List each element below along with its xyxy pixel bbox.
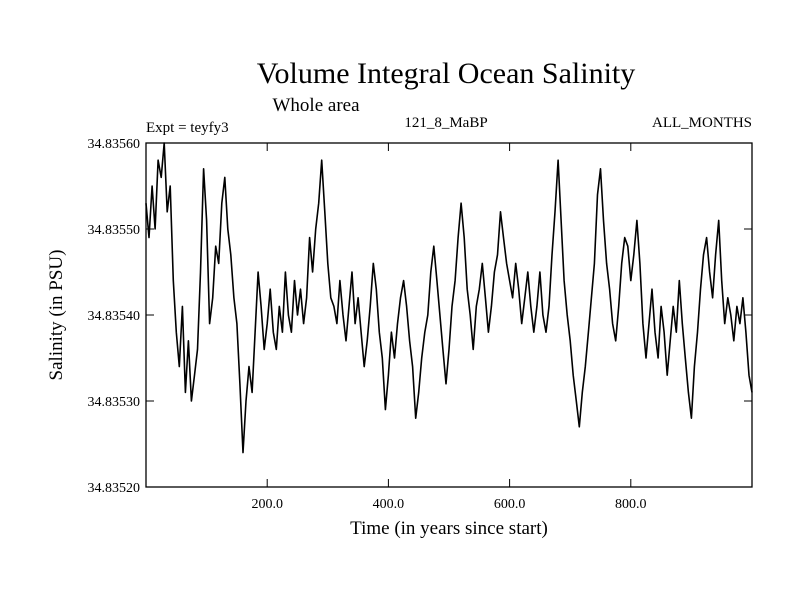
y-tick-label: 34.83530 <box>88 395 141 410</box>
x-tick-label: 600.0 <box>494 497 526 512</box>
y-tick-label: 34.83520 <box>88 481 141 496</box>
salinity-series-line <box>145 142 753 454</box>
chart-subtitle: Whole area <box>272 95 360 116</box>
x-axis-label: Time (in years since start) <box>350 518 548 539</box>
y-tick-label: 34.83560 <box>88 137 141 152</box>
chart-title: Volume Integral Ocean Salinity <box>257 57 636 90</box>
x-tick-label: 800.0 <box>615 497 647 512</box>
y-tick-label: 34.83540 <box>88 309 141 324</box>
y-axis-label: Salinity (in PSU) <box>46 250 67 381</box>
expt-label: Expt = teyfy3 <box>146 120 229 136</box>
x-tick-label: 200.0 <box>251 497 283 512</box>
run-label: 121_8_MaBP <box>404 115 487 131</box>
x-axis-ticks: 200.0 400.0 600.0 800.0 <box>251 143 647 512</box>
months-label: ALL_MONTHS <box>652 115 752 131</box>
y-tick-label: 34.83550 <box>88 223 141 238</box>
y-axis-ticks: 34.83520 34.83530 34.83540 34.83550 34.83560 <box>88 137 752 496</box>
plot-frame <box>145 142 753 488</box>
x-tick-label: 400.0 <box>373 497 405 512</box>
